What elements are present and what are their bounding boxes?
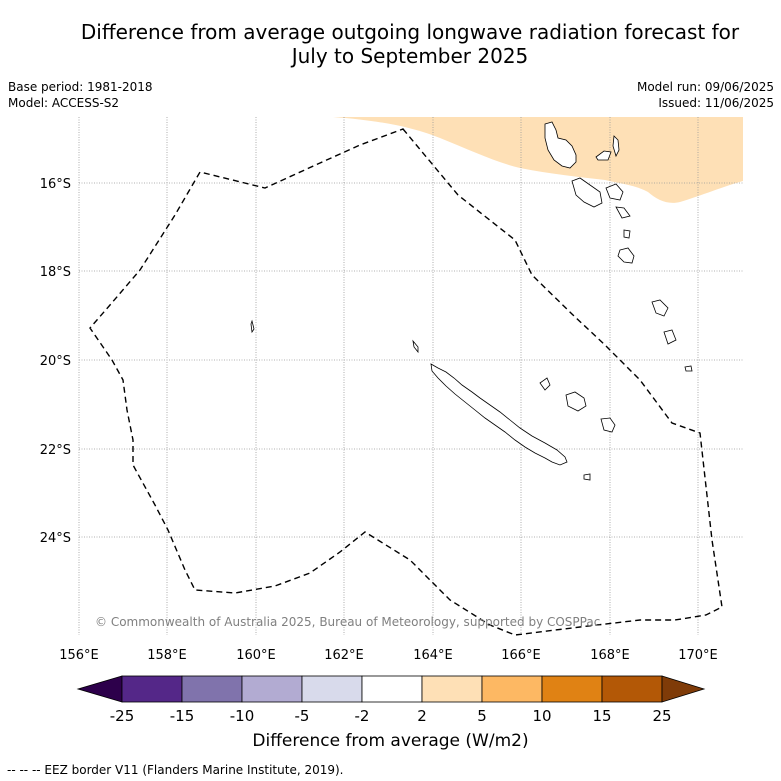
colorbar-tick-label: -10 xyxy=(230,707,255,725)
issued-date: Issued: 11/06/2025 xyxy=(658,96,774,110)
colorbar-segment xyxy=(421,675,483,703)
colorbar-tick-label: 10 xyxy=(532,707,551,725)
lon-label: 168°E xyxy=(590,648,630,663)
lon-label: 162°E xyxy=(324,648,364,663)
colorbar-tick-label: -15 xyxy=(170,707,195,725)
island-loyalty-ouvea xyxy=(539,377,551,391)
base-period: Base period: 1981-2018 xyxy=(8,80,153,94)
colorbar-tick-label: 2 xyxy=(417,707,427,725)
gridlines xyxy=(78,117,743,635)
lon-label: 166°E xyxy=(501,648,541,663)
colorbar-segment xyxy=(601,675,663,703)
colorbar-segment xyxy=(241,675,303,703)
colorbar-tick-label: -5 xyxy=(295,707,310,725)
colorbar-segment xyxy=(301,675,363,703)
island-loyalty-mare xyxy=(600,417,616,433)
island-vanuatu-4 xyxy=(571,177,603,208)
colorbar-segment xyxy=(181,675,243,703)
island-new-caledonia xyxy=(430,363,568,466)
longitude-labels: 156°E 158°E 160°E 162°E 164°E 166°E 168°E 170°E xyxy=(59,648,718,663)
colorbar-tick-label: 25 xyxy=(652,707,671,725)
model-run: Model run: 09/06/2025 xyxy=(636,80,774,94)
colorbar-extend-low xyxy=(76,675,123,703)
anomaly-region-positive xyxy=(333,117,743,203)
model-name: Model: ACCESS-S2 xyxy=(8,96,120,110)
meta-right: Model run: 09/06/2025 Issued: 11/06/2025 xyxy=(637,79,774,111)
colorbar-tick-label: 15 xyxy=(592,707,611,725)
island-vanuatu-5 xyxy=(605,183,624,201)
lon-label: 170°E xyxy=(678,648,718,663)
island-east-1 xyxy=(684,365,693,372)
island-vanuatu-espiritu xyxy=(544,121,577,169)
lon-label: 156°E xyxy=(59,648,99,663)
colorbar xyxy=(76,675,706,703)
eez-legend-note: -- -- -- EEZ border V11 (Flanders Marine… xyxy=(7,763,344,777)
island-belep xyxy=(412,339,419,354)
island-vanuatu-7 xyxy=(617,247,635,264)
lon-label: 158°E xyxy=(147,648,187,663)
lat-label: 24°S xyxy=(40,531,71,546)
colorbar-label: Difference from average (W/m2) xyxy=(252,731,529,751)
island-aneityum xyxy=(651,299,669,317)
island-chesterfield xyxy=(250,319,255,334)
island-vanuatu-3 xyxy=(612,135,620,158)
meta-left: Base period: 1981-2018 Model: ACCESS-S2 xyxy=(8,79,153,111)
island-matthew xyxy=(583,473,591,481)
lat-label: 20°S xyxy=(40,354,71,369)
map-area xyxy=(78,117,743,636)
island-loyalty-lifou xyxy=(565,391,587,412)
colorbar-tick-label: -2 xyxy=(355,707,370,725)
lat-label: 16°S xyxy=(40,177,71,192)
lon-label: 160°E xyxy=(236,648,276,663)
colorbar-tick-label: 5 xyxy=(477,707,487,725)
islands xyxy=(250,121,693,481)
colorbar-segment xyxy=(481,675,543,703)
island-vanuatu-6 xyxy=(615,206,631,219)
map-title: Difference from average outgoing longwav… xyxy=(40,20,780,68)
island-vanuatu-2 xyxy=(595,150,612,161)
colorbar-segment xyxy=(121,675,183,703)
island-vanuatu-8 xyxy=(623,229,631,239)
latitude-labels: 16°S 18°S 20°S 22°S 24°S xyxy=(40,177,71,546)
eez-border xyxy=(89,128,723,636)
colorbar-segment xyxy=(361,675,423,703)
lat-label: 22°S xyxy=(40,443,71,458)
colorbar-extend-high xyxy=(661,675,706,703)
lat-label: 18°S xyxy=(40,265,71,280)
lon-label: 164°E xyxy=(413,648,453,663)
island-tanna xyxy=(663,329,677,345)
colorbar-segment xyxy=(541,675,603,703)
colorbar-tick-label: -25 xyxy=(110,707,135,725)
title-line-2: July to September 2025 xyxy=(291,44,529,68)
colorbar-ticks: -25 -15 -10 -5 -2 2 5 10 15 25 xyxy=(110,707,672,725)
copyright-notice: © Commonwealth of Australia 2025, Bureau… xyxy=(95,615,600,629)
title-line-1: Difference from average outgoing longwav… xyxy=(80,20,740,44)
